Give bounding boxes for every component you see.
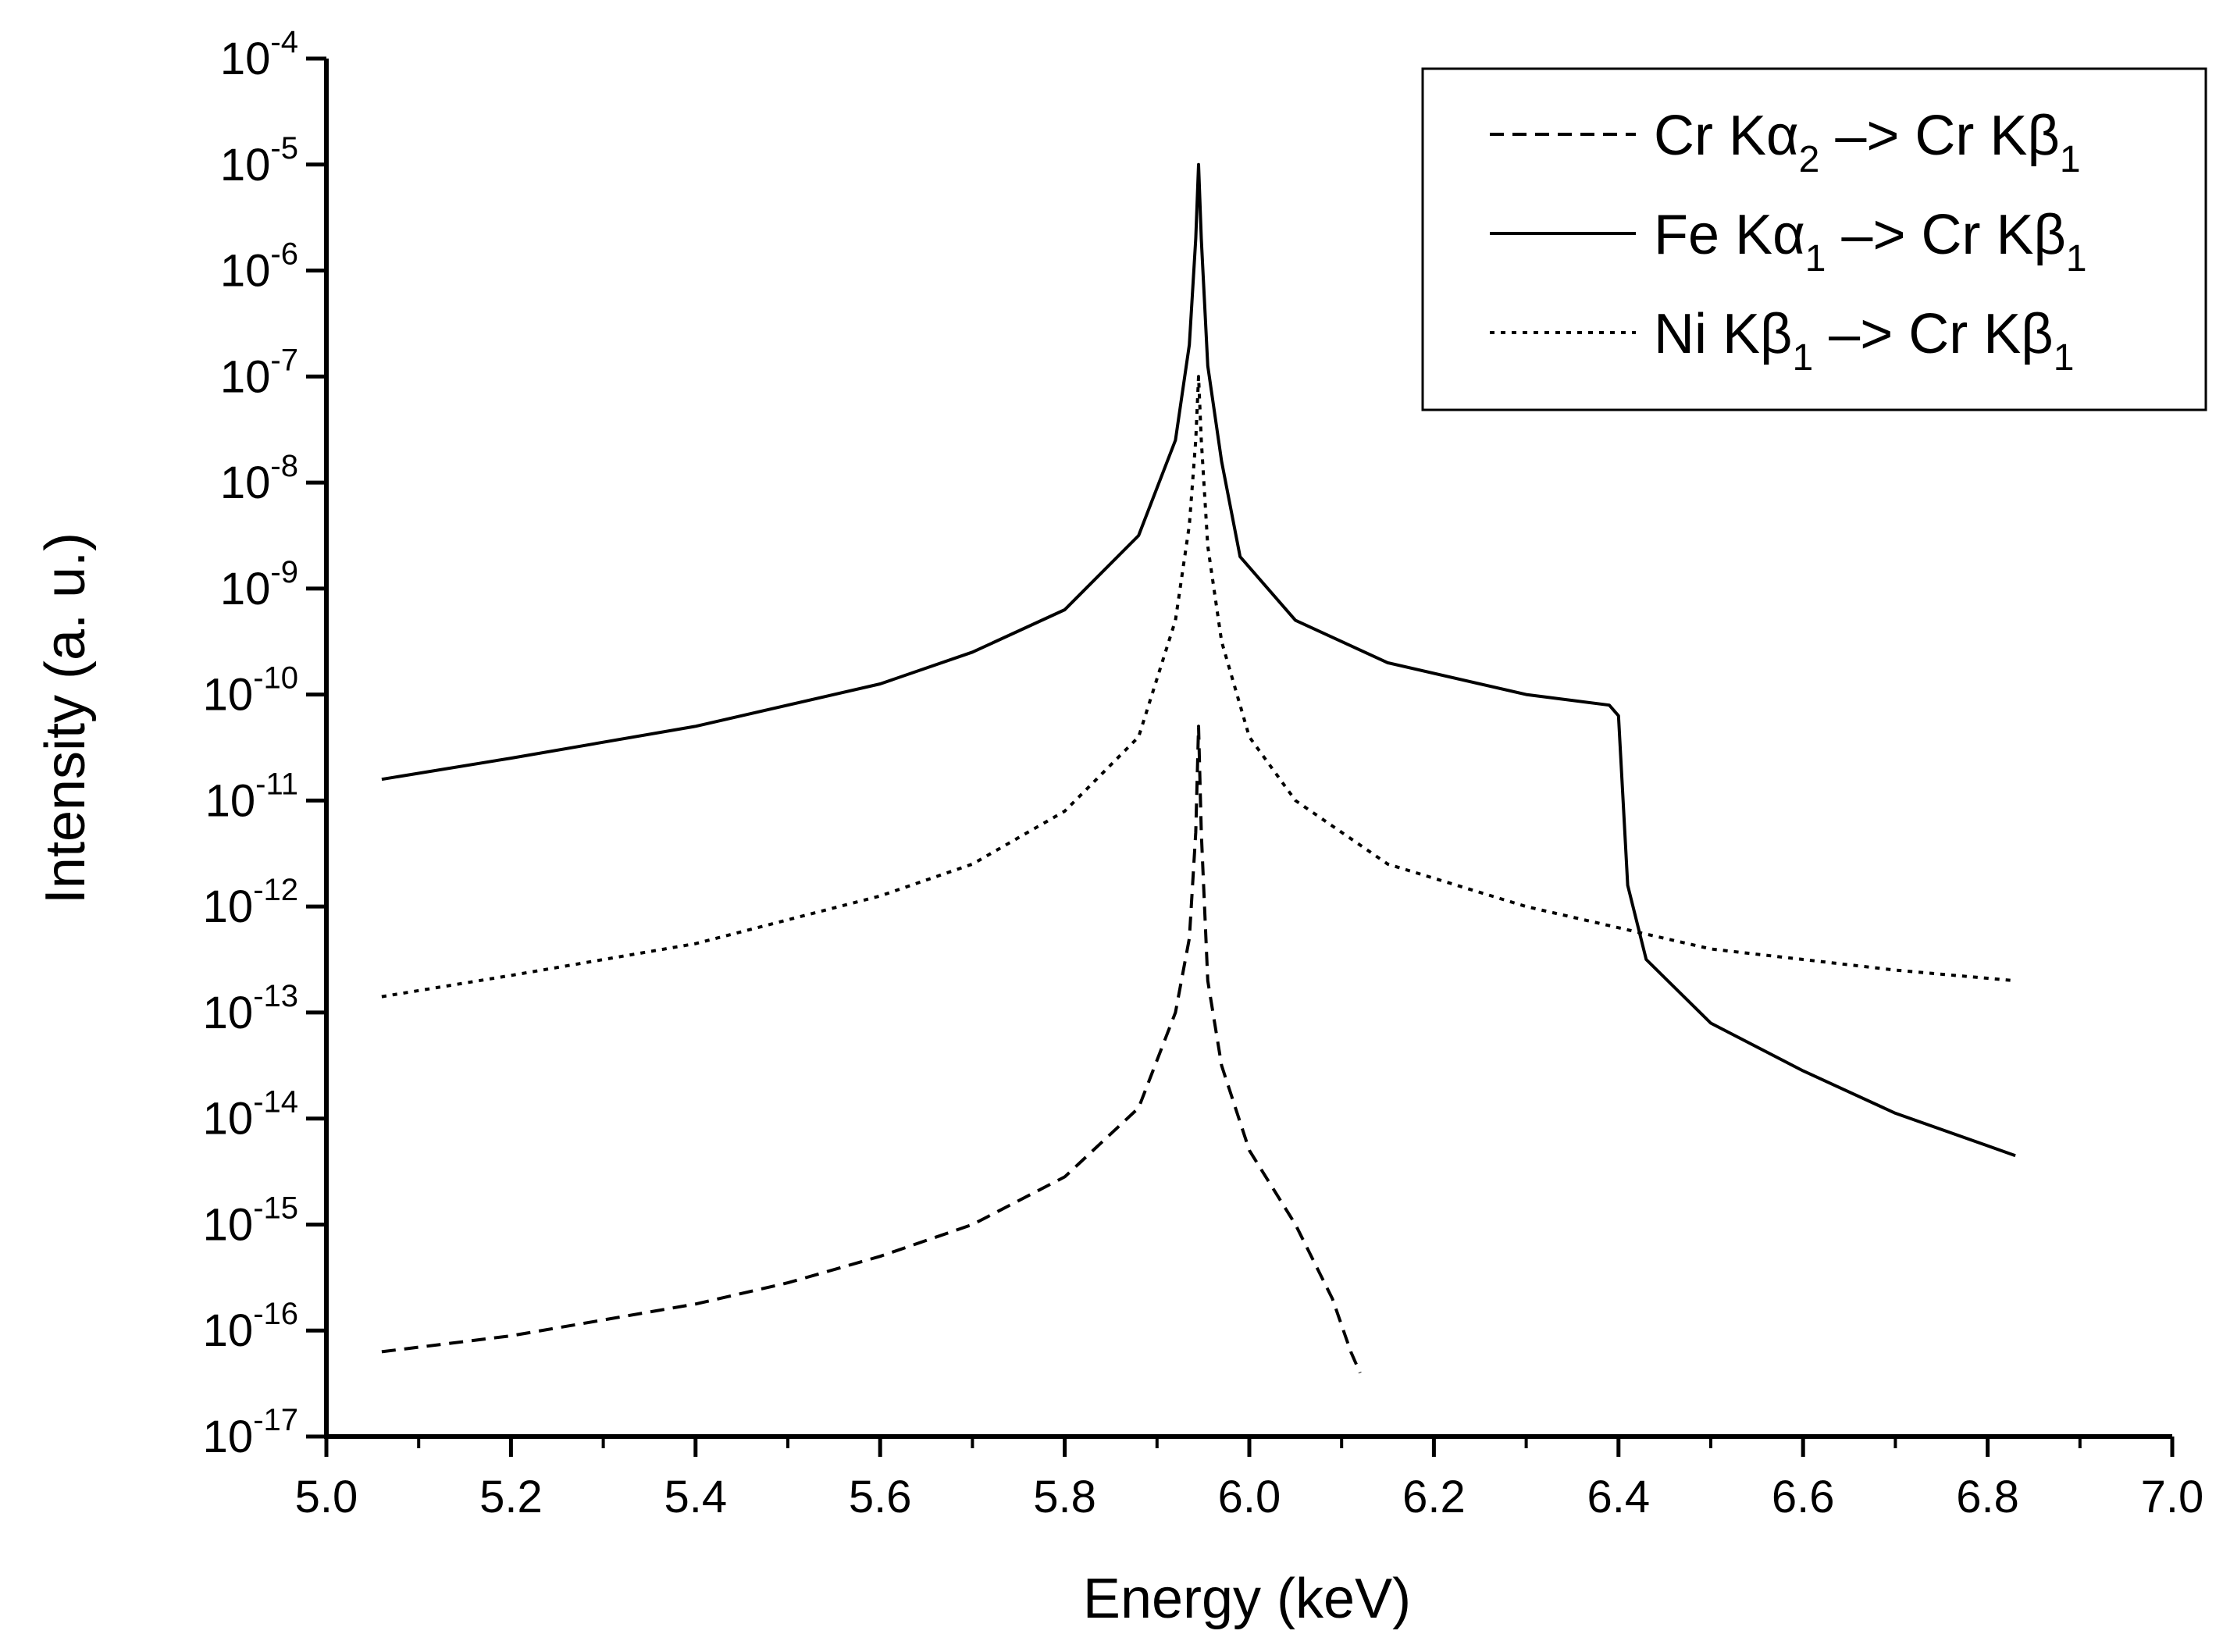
- x-tick-label: 6.0: [1218, 1472, 1281, 1522]
- y-tick-label: 10-16: [203, 1297, 298, 1356]
- legend-label-3: Ni Kβ1 –> Cr Kβ1: [1654, 303, 2074, 379]
- y-tick-label: 10-6: [220, 237, 298, 297]
- y-tick-label: 10-13: [203, 979, 298, 1038]
- x-axis-label: Energy (keV): [1083, 1568, 1411, 1630]
- y-tick-label: 10-10: [203, 661, 298, 721]
- y-tick-label: 10-11: [205, 767, 298, 826]
- series-line-1: [381, 725, 1362, 1374]
- legend-label-1: Cr Kα2 –> Cr Kβ1: [1654, 105, 2081, 180]
- y-tick-label: 10-4: [220, 25, 298, 84]
- x-tick-label: 5.6: [849, 1472, 912, 1522]
- x-tick-label: 5.0: [295, 1472, 358, 1522]
- y-tick-label: 10-7: [220, 343, 298, 402]
- series-line-2: [381, 162, 2016, 1158]
- x-tick-label: 5.8: [1033, 1472, 1096, 1522]
- y-axis-label: Intensity (a. u.): [34, 532, 97, 904]
- y-tick-label: 10-8: [220, 449, 298, 508]
- legend-box: [1421, 67, 2207, 411]
- x-tick-label: 5.4: [664, 1472, 727, 1522]
- y-tick-label: 10-5: [220, 131, 298, 190]
- y-tick-label: 10-9: [220, 555, 298, 614]
- x-tick-label: 6.2: [1402, 1472, 1466, 1522]
- y-tick-label: 10-14: [203, 1085, 298, 1145]
- legend-label-2: Fe Kα1 –> Cr Kβ1: [1654, 204, 2087, 279]
- x-tick-label: 7.0: [2141, 1472, 2204, 1522]
- series-line-3: [381, 375, 2016, 999]
- y-tick-label: 10-15: [203, 1191, 298, 1250]
- y-tick-label: 10-12: [203, 873, 298, 932]
- x-tick-label: 6.8: [1956, 1472, 2019, 1522]
- y-tick-label: 10-17: [203, 1403, 298, 1462]
- x-tick-label: 6.4: [1587, 1472, 1650, 1522]
- x-tick-label: 6.6: [1772, 1472, 1835, 1522]
- x-tick-label: 5.2: [479, 1472, 543, 1522]
